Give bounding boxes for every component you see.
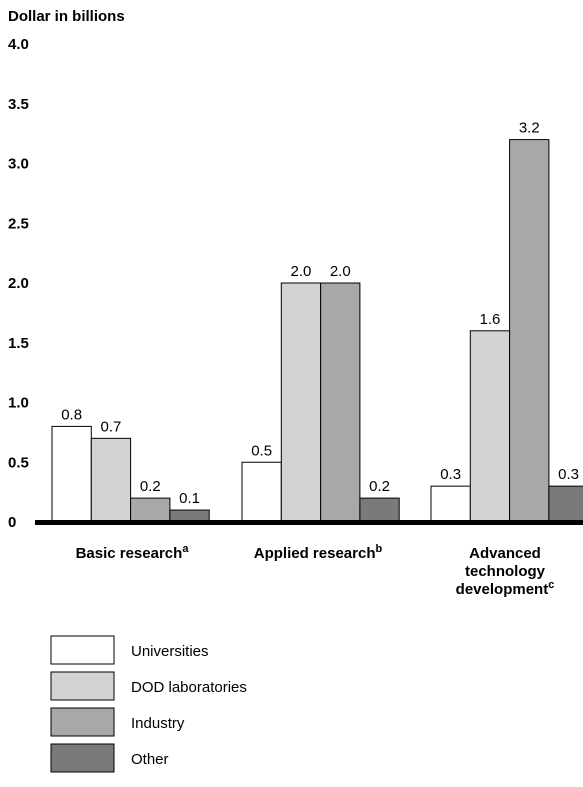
y-tick-label: 1.0 xyxy=(8,395,29,412)
legend-label: Other xyxy=(131,751,169,768)
bar-value-label: 0.5 xyxy=(251,442,272,459)
legend-swatch xyxy=(50,635,115,665)
category-labels: Basic researcha Applied researchb Advanced… xyxy=(76,543,555,598)
y-tick-label: 0 xyxy=(8,514,16,531)
bar xyxy=(90,437,132,523)
bar xyxy=(130,497,171,523)
bar-value-label: 2.0 xyxy=(291,263,312,280)
legend-swatch xyxy=(50,671,115,701)
bar-value-label: 0.2 xyxy=(140,478,161,495)
bar xyxy=(548,485,583,523)
y-tick-label: 2.5 xyxy=(8,215,29,232)
y-tick-label: 1.5 xyxy=(8,335,29,352)
bar xyxy=(430,485,471,523)
y-axis-ticks: 0 0.5 1.0 1.5 2.0 2.5 3.0 3.5 4.0 xyxy=(8,36,29,531)
bar xyxy=(280,282,322,523)
y-tick-label: 3.5 xyxy=(8,96,29,113)
bar-value-label: 2.0 xyxy=(330,263,351,280)
bar-value-label: 0.1 xyxy=(179,490,200,507)
y-tick-label: 4.0 xyxy=(8,36,29,53)
bar-value-label: 1.6 xyxy=(480,311,501,328)
bar-value-label: 0.7 xyxy=(101,418,122,435)
bar-value-label: 3.2 xyxy=(519,120,540,137)
y-tick-label: 0.5 xyxy=(8,454,29,471)
bar xyxy=(241,461,282,523)
bars xyxy=(51,139,583,523)
legend-label: Universities xyxy=(131,643,209,660)
bar-value-label: 0.2 xyxy=(369,478,390,495)
y-tick-label: 3.0 xyxy=(8,156,29,173)
legend-swatch xyxy=(50,707,115,737)
value-labels: 0.8 0.5 0.3 0.7 2.0 1.6 0.2 2.0 3.2 0.1 0.2 0.3 xyxy=(61,120,579,507)
legend-swatch xyxy=(50,743,115,773)
bar-value-label: 0.3 xyxy=(440,466,461,483)
bar xyxy=(359,497,400,523)
bar-value-label: 0.3 xyxy=(558,466,579,483)
bar xyxy=(509,139,550,523)
category-label: Basic researcha xyxy=(76,543,190,562)
legend-label: Industry xyxy=(131,715,185,732)
bar xyxy=(51,425,92,523)
legend-label: DOD laboratories xyxy=(131,679,247,696)
bar-value-label: 0.8 xyxy=(61,406,82,423)
category-label: Applied researchb xyxy=(254,543,383,562)
y-tick-label: 2.0 xyxy=(8,275,29,292)
bar xyxy=(469,330,511,523)
bar xyxy=(320,282,361,523)
category-label: Advanced technology developmentc xyxy=(456,545,555,598)
y-axis-title: Dollar in billions xyxy=(8,8,125,25)
x-axis-baseline xyxy=(35,520,583,525)
legend: Universities DOD laboratories Industry Othe… xyxy=(50,635,247,773)
